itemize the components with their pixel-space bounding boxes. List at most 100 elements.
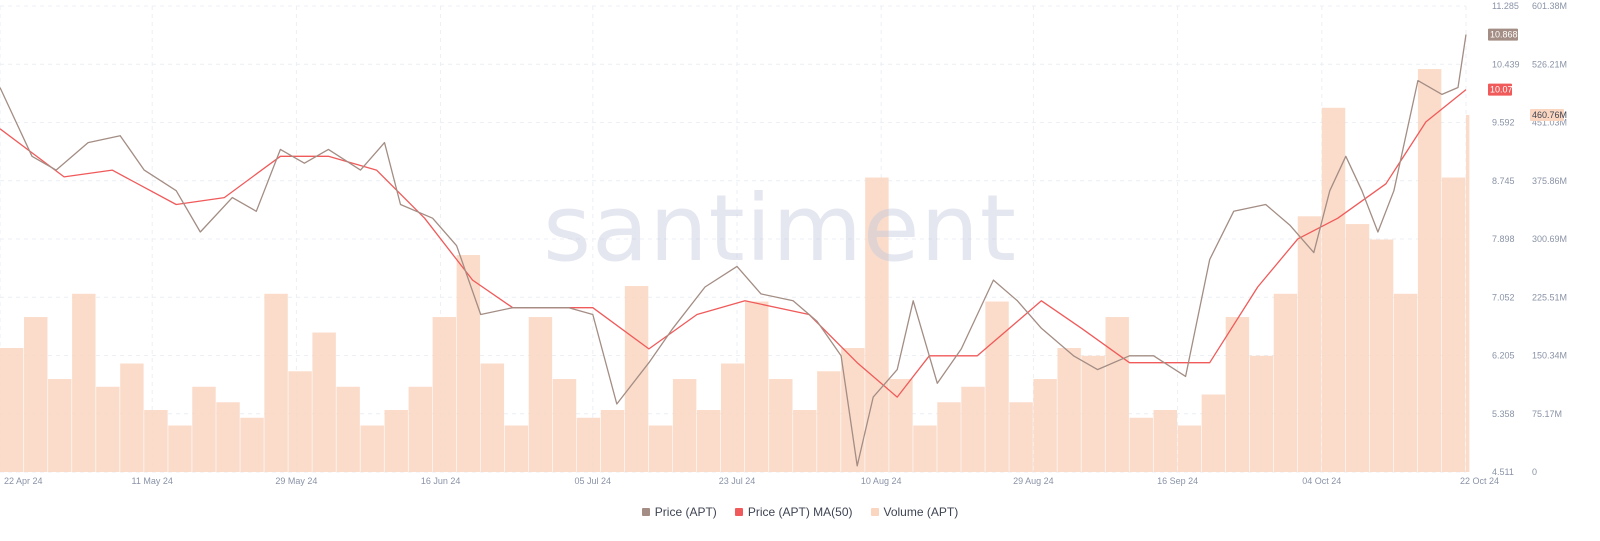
volume-bar (1225, 317, 1250, 472)
volume-bar (24, 317, 48, 472)
volume-bar (1177, 425, 1202, 472)
volume-bar (1201, 394, 1226, 472)
volume-tick-label: 375.86M (1532, 176, 1567, 186)
volume-bar (793, 410, 817, 472)
price-current-badge-label: 10.868 (1490, 30, 1518, 40)
volume-tick-label: 0 (1532, 467, 1537, 477)
date-axis: 22 Apr 24 11 May 24 29 May 24 16 Jun 24 05 J… (4, 476, 1499, 486)
volume-bar (480, 363, 505, 472)
volume-axis: 601.38M 526.21M 451.03M 375.86M 300.69M 225.5… (1532, 1, 1567, 477)
volume-bar (1105, 317, 1129, 472)
price-tick-label: 10.439 (1492, 59, 1520, 69)
volume-bar (1393, 293, 1418, 472)
date-tick-label: 23 Jul 24 (719, 476, 756, 486)
volume-bar (0, 348, 24, 472)
price-volume-chart: santiment 11.285 10.439 9.592 8.745 7.898 7.0… (0, 1, 1567, 486)
watermark-santiment: santiment (543, 175, 1017, 282)
price-series (0, 34, 1467, 467)
volume-bar (672, 379, 697, 472)
volume-bar (961, 386, 985, 472)
volume-bar (528, 317, 553, 472)
date-tick-label: 05 Jul 24 (575, 476, 612, 486)
volume-bar (841, 348, 865, 472)
volume-bar (192, 386, 216, 472)
volume-bar (1057, 348, 1081, 472)
volume-bar (1249, 355, 1274, 472)
legend-item-price[interactable]: Price (APT) (641, 505, 717, 519)
price-tick-label: 11.285 (1492, 1, 1519, 11)
volume-bar (1441, 177, 1466, 472)
volume-bar (1153, 410, 1178, 472)
volume-tick-label: 451.03M (1532, 118, 1567, 128)
volume-bar (769, 379, 793, 472)
volume-current-badge-bg (1530, 108, 1564, 121)
volume-bar (1345, 224, 1370, 472)
volume-bar (696, 410, 721, 472)
volume-bar (216, 402, 240, 472)
volume-bar (913, 425, 937, 472)
volume-bar (1297, 216, 1322, 472)
ma50-current-badge-bg (1488, 83, 1512, 96)
volume-bar (240, 417, 264, 472)
volume-bar (1129, 417, 1153, 472)
price-tick-label: 6.205 (1492, 351, 1515, 361)
volume-bar (336, 386, 360, 472)
volume-tick-label: 300.69M (1532, 234, 1567, 244)
volume-bar (96, 386, 120, 472)
date-tick-label: 10 Aug 24 (861, 476, 902, 486)
date-tick-label: 04 Oct 24 (1302, 476, 1341, 486)
legend: Price (APT) Price (APT) MA(50) Volume (A… (0, 500, 1600, 524)
legend-swatch-ma50 (734, 508, 743, 516)
volume-bar (937, 402, 961, 472)
date-tick-label: 29 May 24 (275, 476, 317, 486)
date-tick-label: 16 Jun 24 (421, 476, 461, 486)
ma50-series (0, 89, 1467, 398)
volume-bar (384, 410, 408, 472)
volume-bar (288, 371, 312, 472)
volume-bar (144, 410, 168, 472)
volume-bar (985, 301, 1009, 472)
legend-label-price: Price (APT) (654, 505, 717, 519)
price-tick-label: 5.358 (1492, 409, 1515, 419)
volume-bar (360, 425, 384, 472)
legend-item-volume[interactable]: Volume (APT) (870, 505, 959, 519)
volume-current-badge: 460.76M (1530, 108, 1567, 121)
legend-item-ma50[interactable]: Price (APT) MA(50) (734, 505, 853, 519)
price-tick-label: 7.052 (1492, 292, 1515, 302)
price-tick-label: 7.898 (1492, 234, 1515, 244)
volume-bar (1466, 114, 1470, 473)
volume-bar (817, 371, 841, 472)
legend-swatch-volume (870, 508, 879, 516)
ma50-current-badge: 10.07 (1488, 83, 1513, 96)
volume-bar (504, 425, 529, 472)
price-current-badge-bg (1488, 28, 1518, 41)
volume-bar (264, 293, 288, 472)
volume-tick-label: 225.51M (1532, 292, 1567, 302)
volume-bar (576, 417, 601, 472)
volume-tick-label: 150.34M (1532, 351, 1567, 361)
legend-label-volume: Volume (APT) (883, 505, 959, 519)
volume-bar (120, 363, 144, 472)
volume-tick-label: 526.21M (1532, 59, 1567, 69)
volume-bar (889, 379, 913, 472)
volume-bar (720, 363, 745, 472)
volume-bar (1009, 402, 1033, 472)
price-tick-label: 8.745 (1492, 176, 1515, 186)
date-tick-label: 11 May 24 (132, 476, 173, 486)
volume-tick-label: 75.17M (1532, 409, 1562, 419)
volume-bar (1417, 69, 1442, 473)
volume-bar (745, 301, 769, 472)
volume-bar (1321, 107, 1346, 472)
price-line (0, 34, 1467, 467)
date-tick-label: 16 Sep 24 (1157, 476, 1198, 486)
volume-bar (168, 425, 192, 472)
volume-bar (552, 379, 577, 472)
volume-current-badge-label: 460.76M (1532, 110, 1567, 120)
ma50-current-badge-label: 10.07 (1490, 85, 1513, 95)
volume-bar (1369, 239, 1394, 472)
volume-bar (648, 425, 673, 472)
volume-bar (456, 255, 481, 472)
volume-bar (865, 177, 889, 472)
current-value-badges: 10.868 10.07 460.76M (1488, 28, 1567, 121)
volume-bar (1081, 355, 1105, 472)
